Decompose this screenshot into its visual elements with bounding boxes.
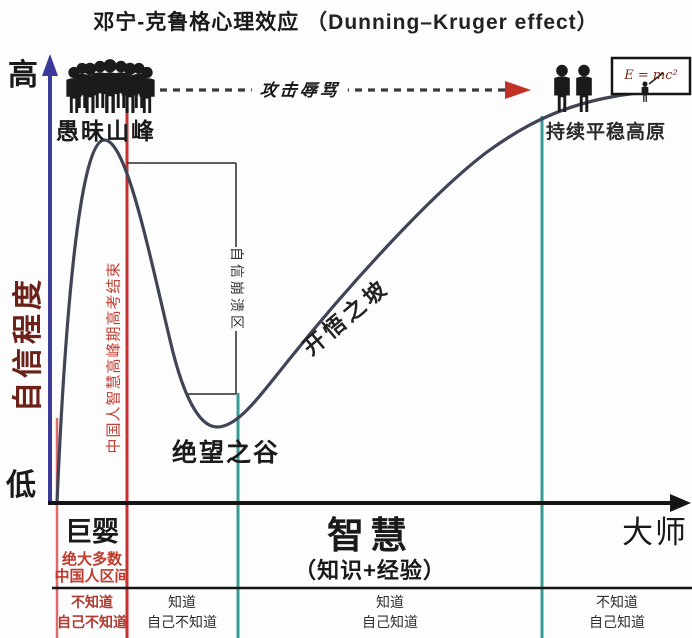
blackboard-icon <box>610 56 692 96</box>
blackboard-formula: E = mc² <box>624 67 678 83</box>
lecturer-icon <box>641 72 664 102</box>
knowledge-cell-3: 知道 自己知道 <box>330 592 450 632</box>
page-title: 邓宁-克鲁格心理效应 （Dunning–Kruger effect） <box>0 6 692 36</box>
exam-end-note: 中国人智慧高峰期高考结束 <box>105 261 123 454</box>
attack-label: 攻击辱骂 <box>250 76 350 101</box>
knowledge-cell-2: 知道 自己不知道 <box>132 592 232 632</box>
confidence-curve <box>55 88 691 504</box>
crowd-icon <box>66 59 155 114</box>
knowledge-cell-1-line2: 自己不知道 <box>57 614 127 630</box>
valley-label: 绝望之谷 <box>172 439 281 467</box>
knowledge-cell-2-line1: 知道 <box>168 594 196 610</box>
y-axis-high-label: 高 <box>8 59 38 92</box>
title-zh: 邓宁-克鲁格心理效应 <box>93 11 300 34</box>
peak-label: 愚昧山峰 <box>56 118 156 144</box>
knowledge-cell-4: 不知道 自己知道 <box>557 592 677 632</box>
bracket <box>127 162 237 395</box>
title-en: （Dunning–Kruger effect） <box>306 11 599 34</box>
x-axis-center-label: 智慧 <box>327 515 413 556</box>
plateau-label: 持续平稳高原 <box>546 122 667 143</box>
x-axis <box>48 494 691 512</box>
knowledge-cell-1: 不知道 自己不知道 <box>42 592 142 632</box>
y-axis-low-label: 低 <box>6 469 36 502</box>
majority-note-line1: 绝大多数 <box>61 551 122 568</box>
x-axis-right-label: 大师 <box>622 515 688 550</box>
knowledge-cell-2-line2: 自己不知道 <box>147 614 217 630</box>
collapse-zone-label: 自信崩溃区 <box>227 247 247 332</box>
knowledge-cell-3-line1: 知道 <box>376 594 404 610</box>
knowledge-cell-4-line1: 不知道 <box>596 594 638 610</box>
knowledge-cell-1-line1: 不知道 <box>71 594 113 610</box>
y-axis <box>42 54 58 502</box>
knowledge-cell-3-line2: 自己知道 <box>362 614 418 630</box>
x-axis-left-label: 巨婴 <box>65 517 119 547</box>
y-axis-title: 自信程度 <box>12 276 45 412</box>
scholars-icon <box>554 64 592 112</box>
x-axis-center-sublabel: （知识+经验） <box>294 558 446 583</box>
majority-note: 绝大多数 中国人区间 <box>46 551 138 585</box>
majority-note-line2: 中国人区间 <box>54 568 130 585</box>
knowledge-cell-4-line2: 自己知道 <box>589 614 645 630</box>
